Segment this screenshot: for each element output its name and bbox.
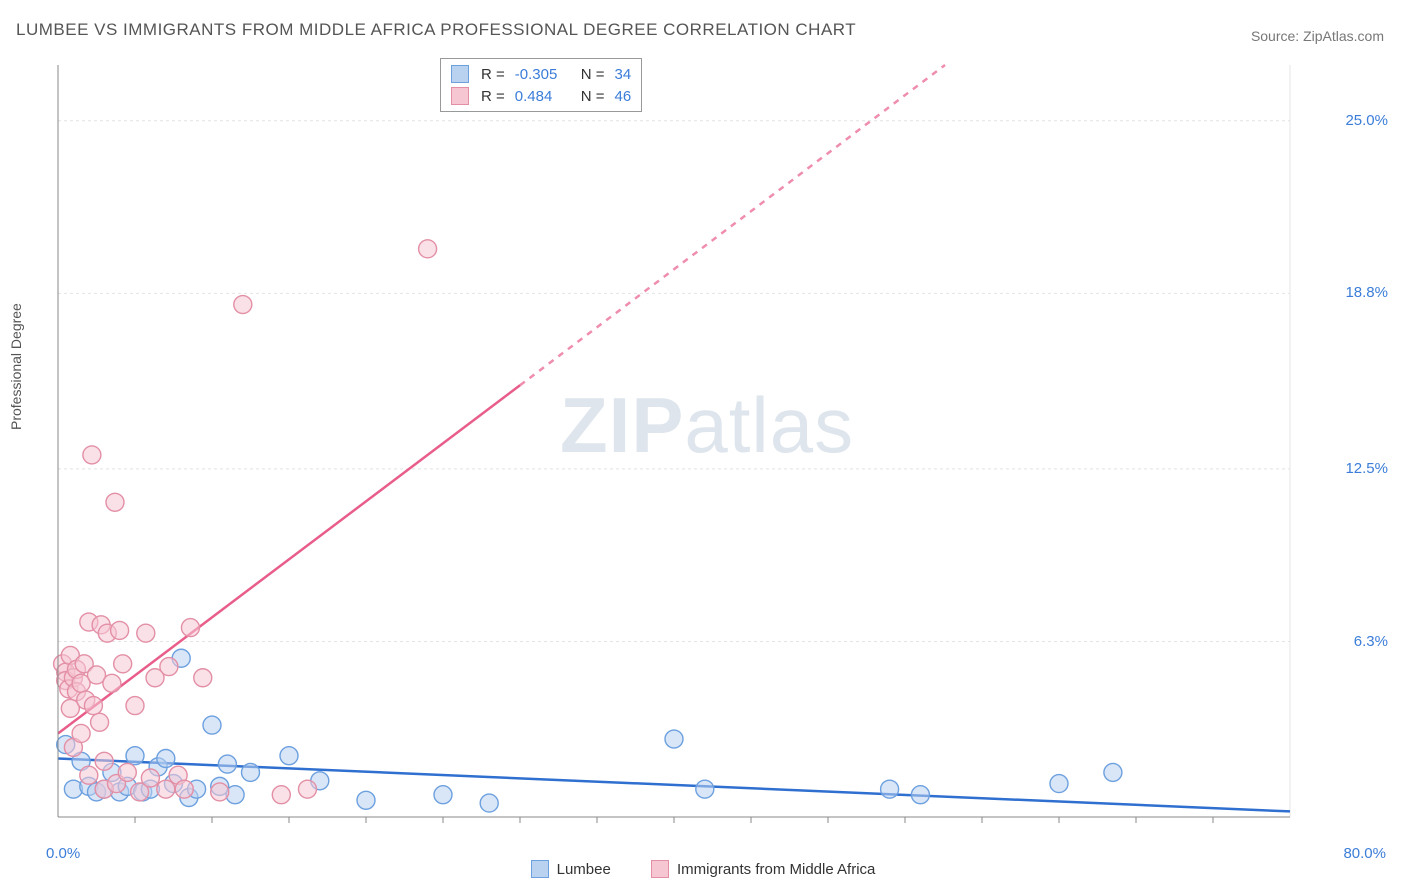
legend-series: Lumbee Immigrants from Middle Africa — [0, 860, 1406, 882]
legend-swatch-blue — [531, 860, 549, 878]
legend-label: Immigrants from Middle Africa — [677, 861, 875, 878]
n-value: 34 — [615, 66, 632, 83]
legend-swatch-pink — [451, 87, 469, 105]
y-axis-label: Professional Degree — [8, 303, 24, 430]
y-tick-label: 6.3% — [1354, 633, 1388, 650]
x-axis-max: 80.0% — [1343, 845, 1386, 862]
legend-swatch-pink — [651, 860, 669, 878]
x-axis-min: 0.0% — [46, 845, 80, 862]
y-tick-label: 18.8% — [1345, 284, 1388, 301]
legend-stats-row: R = 0.484 N = 46 — [451, 85, 631, 107]
chart-container: LUMBEE VS IMMIGRANTS FROM MIDDLE AFRICA … — [0, 0, 1406, 892]
n-label: N = — [581, 66, 605, 83]
r-label: R = — [481, 66, 505, 83]
y-tick-label: 25.0% — [1345, 112, 1388, 129]
legend-item-lumbee: Lumbee — [531, 860, 611, 878]
r-label: R = — [481, 88, 505, 105]
source-label: Source: ZipAtlas.com — [1251, 28, 1384, 44]
chart-title: LUMBEE VS IMMIGRANTS FROM MIDDLE AFRICA … — [16, 20, 856, 40]
n-label: N = — [581, 88, 605, 105]
legend-stats: R = -0.305 N = 34 R = 0.484 N = 46 — [440, 58, 642, 112]
legend-label: Lumbee — [557, 861, 611, 878]
r-value: -0.305 — [515, 66, 569, 83]
plot-area — [50, 55, 1350, 835]
legend-stats-row: R = -0.305 N = 34 — [451, 63, 631, 85]
r-value: 0.484 — [515, 88, 569, 105]
y-tick-label: 12.5% — [1345, 460, 1388, 477]
legend-swatch-blue — [451, 65, 469, 83]
legend-item-immigrants: Immigrants from Middle Africa — [651, 860, 875, 878]
n-value: 46 — [615, 88, 632, 105]
